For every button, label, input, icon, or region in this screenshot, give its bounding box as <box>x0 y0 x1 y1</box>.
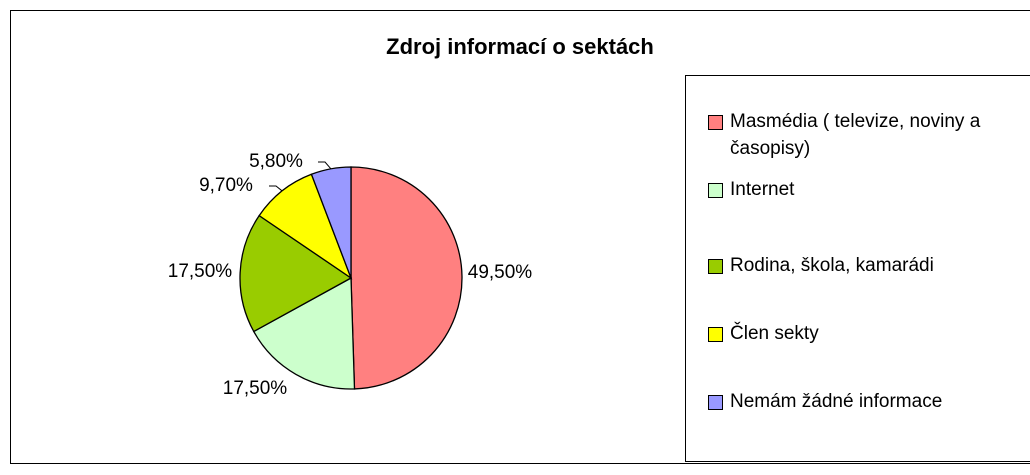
data-label: 17,50% <box>168 261 233 282</box>
data-label: 9,70% <box>199 175 253 196</box>
data-label: 49,50% <box>468 262 533 283</box>
pie-slice <box>350 166 463 390</box>
legend-entry: Nemám žádné informace <box>706 388 1030 415</box>
pie-slice <box>310 166 352 279</box>
data-label: 5,80% <box>249 151 303 172</box>
chart-title: Zdroj informací o sektách <box>386 34 654 59</box>
legend-swatch <box>708 183 723 198</box>
legend-label: Člen sekty <box>730 323 819 344</box>
legend-label: Masmédia ( televize, noviny a časopisy) <box>730 111 981 159</box>
legend: Masmédia ( televize, noviny a časopisy) I… <box>685 75 1030 462</box>
leader-line <box>318 161 332 170</box>
legend-swatch <box>708 115 723 130</box>
pie-slice <box>252 276 356 390</box>
legend-swatch <box>708 395 723 410</box>
legend-label: Rodina, škola, kamarádi <box>730 255 934 276</box>
legend-label: Internet <box>730 179 795 200</box>
chart-frame <box>10 10 1030 464</box>
legend-swatch <box>708 327 723 342</box>
legend-entry: Masmédia ( televize, noviny a časopisy) <box>706 108 1030 162</box>
leader-line <box>269 185 283 192</box>
legend-entry: Člen sekty <box>706 320 1030 347</box>
legend-entry: Internet <box>706 176 1030 203</box>
data-label: 17,50% <box>223 378 288 399</box>
legend-swatch <box>708 259 723 274</box>
legend-label: Nemám žádné informace <box>730 391 943 412</box>
pie-slice <box>239 214 353 333</box>
legend-entry: Rodina, škola, kamarádi <box>706 252 1030 279</box>
